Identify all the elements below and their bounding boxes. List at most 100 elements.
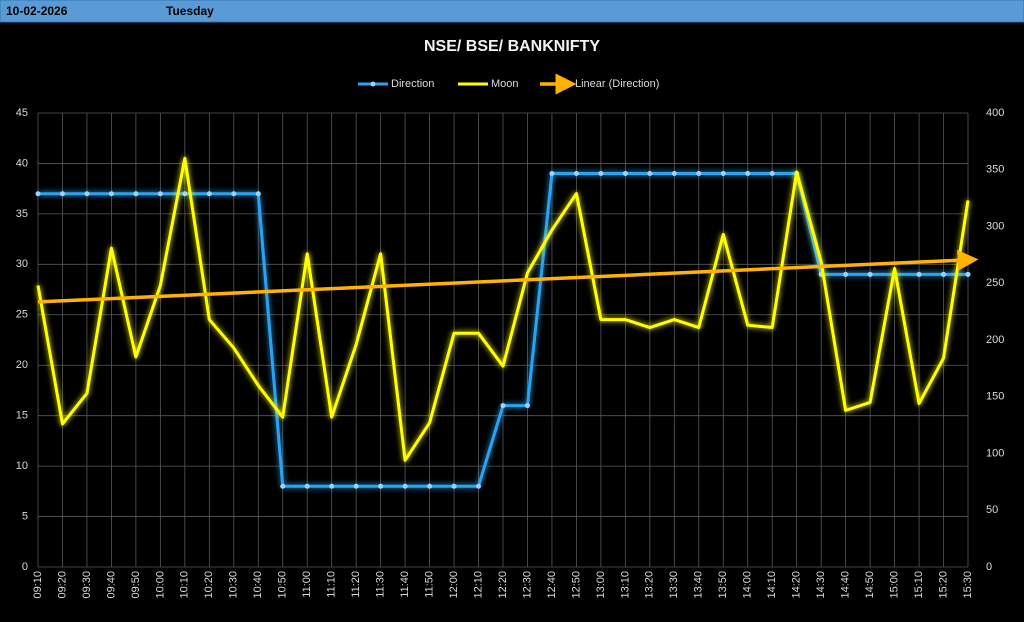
x-tick-label: 10:20 xyxy=(203,571,215,599)
series-marker xyxy=(280,483,286,489)
y2-tick-label: 0 xyxy=(986,561,992,573)
x-tick-label: 13:00 xyxy=(595,571,607,599)
x-tick-label: 13:40 xyxy=(693,571,705,599)
x-tick-label: 14:00 xyxy=(742,571,754,599)
x-tick-label: 14:50 xyxy=(864,571,876,599)
y-tick-label: 15 xyxy=(16,410,28,422)
series-marker xyxy=(622,171,628,177)
series-marker xyxy=(206,191,212,197)
x-tick-label: 14:20 xyxy=(791,571,803,599)
x-tick-label: 10:00 xyxy=(154,571,166,599)
series-marker xyxy=(451,483,457,489)
x-tick-label: 09:30 xyxy=(81,571,93,599)
series-marker xyxy=(573,171,579,177)
x-tick-label: 12:50 xyxy=(570,571,582,599)
x-tick-label: 13:50 xyxy=(717,571,729,599)
series-line xyxy=(36,156,970,462)
y2-tick-label: 350 xyxy=(986,164,1004,176)
series-marker xyxy=(843,271,849,277)
x-tick-label: 13:20 xyxy=(644,571,656,599)
y-tick-label: 25 xyxy=(16,309,28,321)
y-tick-label: 30 xyxy=(16,258,28,270)
x-tick-label: 12:40 xyxy=(546,571,558,599)
series-marker xyxy=(84,191,90,197)
x-tick-label: 13:30 xyxy=(668,571,680,599)
header-date: 10-02-2026 xyxy=(6,4,68,18)
y-tick-label: 40 xyxy=(16,157,28,169)
legend-label: Direction xyxy=(391,78,434,90)
series-marker xyxy=(182,191,188,197)
x-tick-label: 12:30 xyxy=(521,571,533,599)
x-tick-label: 10:50 xyxy=(277,571,289,599)
series-marker xyxy=(598,171,604,177)
y2-tick-label: 400 xyxy=(986,107,1004,119)
x-tick-label: 15:10 xyxy=(913,571,925,599)
header-day: Tuesday xyxy=(166,4,214,18)
y-tick-label: 35 xyxy=(16,208,28,220)
x-tick-label: 09:40 xyxy=(105,571,117,599)
y-tick-label: 0 xyxy=(22,561,28,573)
legend-swatch-marker xyxy=(370,81,376,87)
x-tick-label: 12:20 xyxy=(497,571,509,599)
x-tick-label: 13:10 xyxy=(619,571,631,599)
series-marker xyxy=(476,483,482,489)
x-tick-label: 11:20 xyxy=(350,571,362,598)
series-marker xyxy=(916,271,922,277)
x-tick-label: 10:10 xyxy=(179,571,191,599)
series-marker xyxy=(108,191,114,197)
x-tick-label: 11:10 xyxy=(326,571,338,598)
x-tick-label: 09:10 xyxy=(32,571,44,599)
y2-tick-label: 100 xyxy=(986,447,1004,459)
x-tick-label: 11:50 xyxy=(423,571,435,598)
series-marker xyxy=(427,483,433,489)
x-tick-label: 14:10 xyxy=(766,571,778,599)
x-tick-label: 15:30 xyxy=(962,571,974,599)
y-tick-label: 10 xyxy=(16,460,28,472)
series-marker xyxy=(549,171,555,177)
x-tick-label: 14:40 xyxy=(840,571,852,599)
x-tick-label: 11:30 xyxy=(375,571,387,598)
series-marker xyxy=(378,483,384,489)
series-marker xyxy=(304,483,310,489)
x-tick-label: 09:50 xyxy=(130,571,142,599)
header-bar xyxy=(0,0,1024,23)
legend-label: Linear (Direction) xyxy=(575,78,659,90)
trendline xyxy=(37,249,979,304)
x-tick-label: 12:10 xyxy=(472,571,484,599)
series-marker xyxy=(745,171,751,177)
x-tick-label: 15:00 xyxy=(888,571,900,599)
y2-tick-label: 150 xyxy=(986,391,1004,403)
series-marker xyxy=(133,191,139,197)
series-marker xyxy=(157,191,163,197)
series-marker xyxy=(867,271,873,277)
chart-title: NSE/ BSE/ BANKNIFTY xyxy=(424,38,600,55)
series-marker xyxy=(255,191,261,197)
x-tick-label: 12:00 xyxy=(448,571,460,599)
y2-tick-label: 250 xyxy=(986,277,1004,289)
series-marker xyxy=(696,171,702,177)
x-tick-label: 11:00 xyxy=(301,571,313,598)
y-tick-label: 45 xyxy=(16,107,28,119)
series-marker xyxy=(402,483,408,489)
series-marker xyxy=(231,191,237,197)
legend-label: Moon xyxy=(491,78,519,90)
series-marker xyxy=(524,403,530,409)
y-tick-label: 20 xyxy=(16,359,28,371)
series-marker xyxy=(500,403,506,409)
y2-tick-label: 200 xyxy=(986,334,1004,346)
series-marker xyxy=(353,483,359,489)
series-marker xyxy=(769,171,775,177)
x-tick-label: 10:30 xyxy=(228,571,240,599)
series-marker xyxy=(941,271,947,277)
y2-tick-label: 300 xyxy=(986,220,1004,232)
y2-tick-label: 50 xyxy=(986,504,998,516)
series-marker xyxy=(965,271,971,277)
series-marker xyxy=(329,483,335,489)
series-marker xyxy=(59,191,65,197)
series-marker xyxy=(647,171,653,177)
x-tick-label: 14:30 xyxy=(815,571,827,599)
x-tick-label: 09:20 xyxy=(56,571,68,599)
